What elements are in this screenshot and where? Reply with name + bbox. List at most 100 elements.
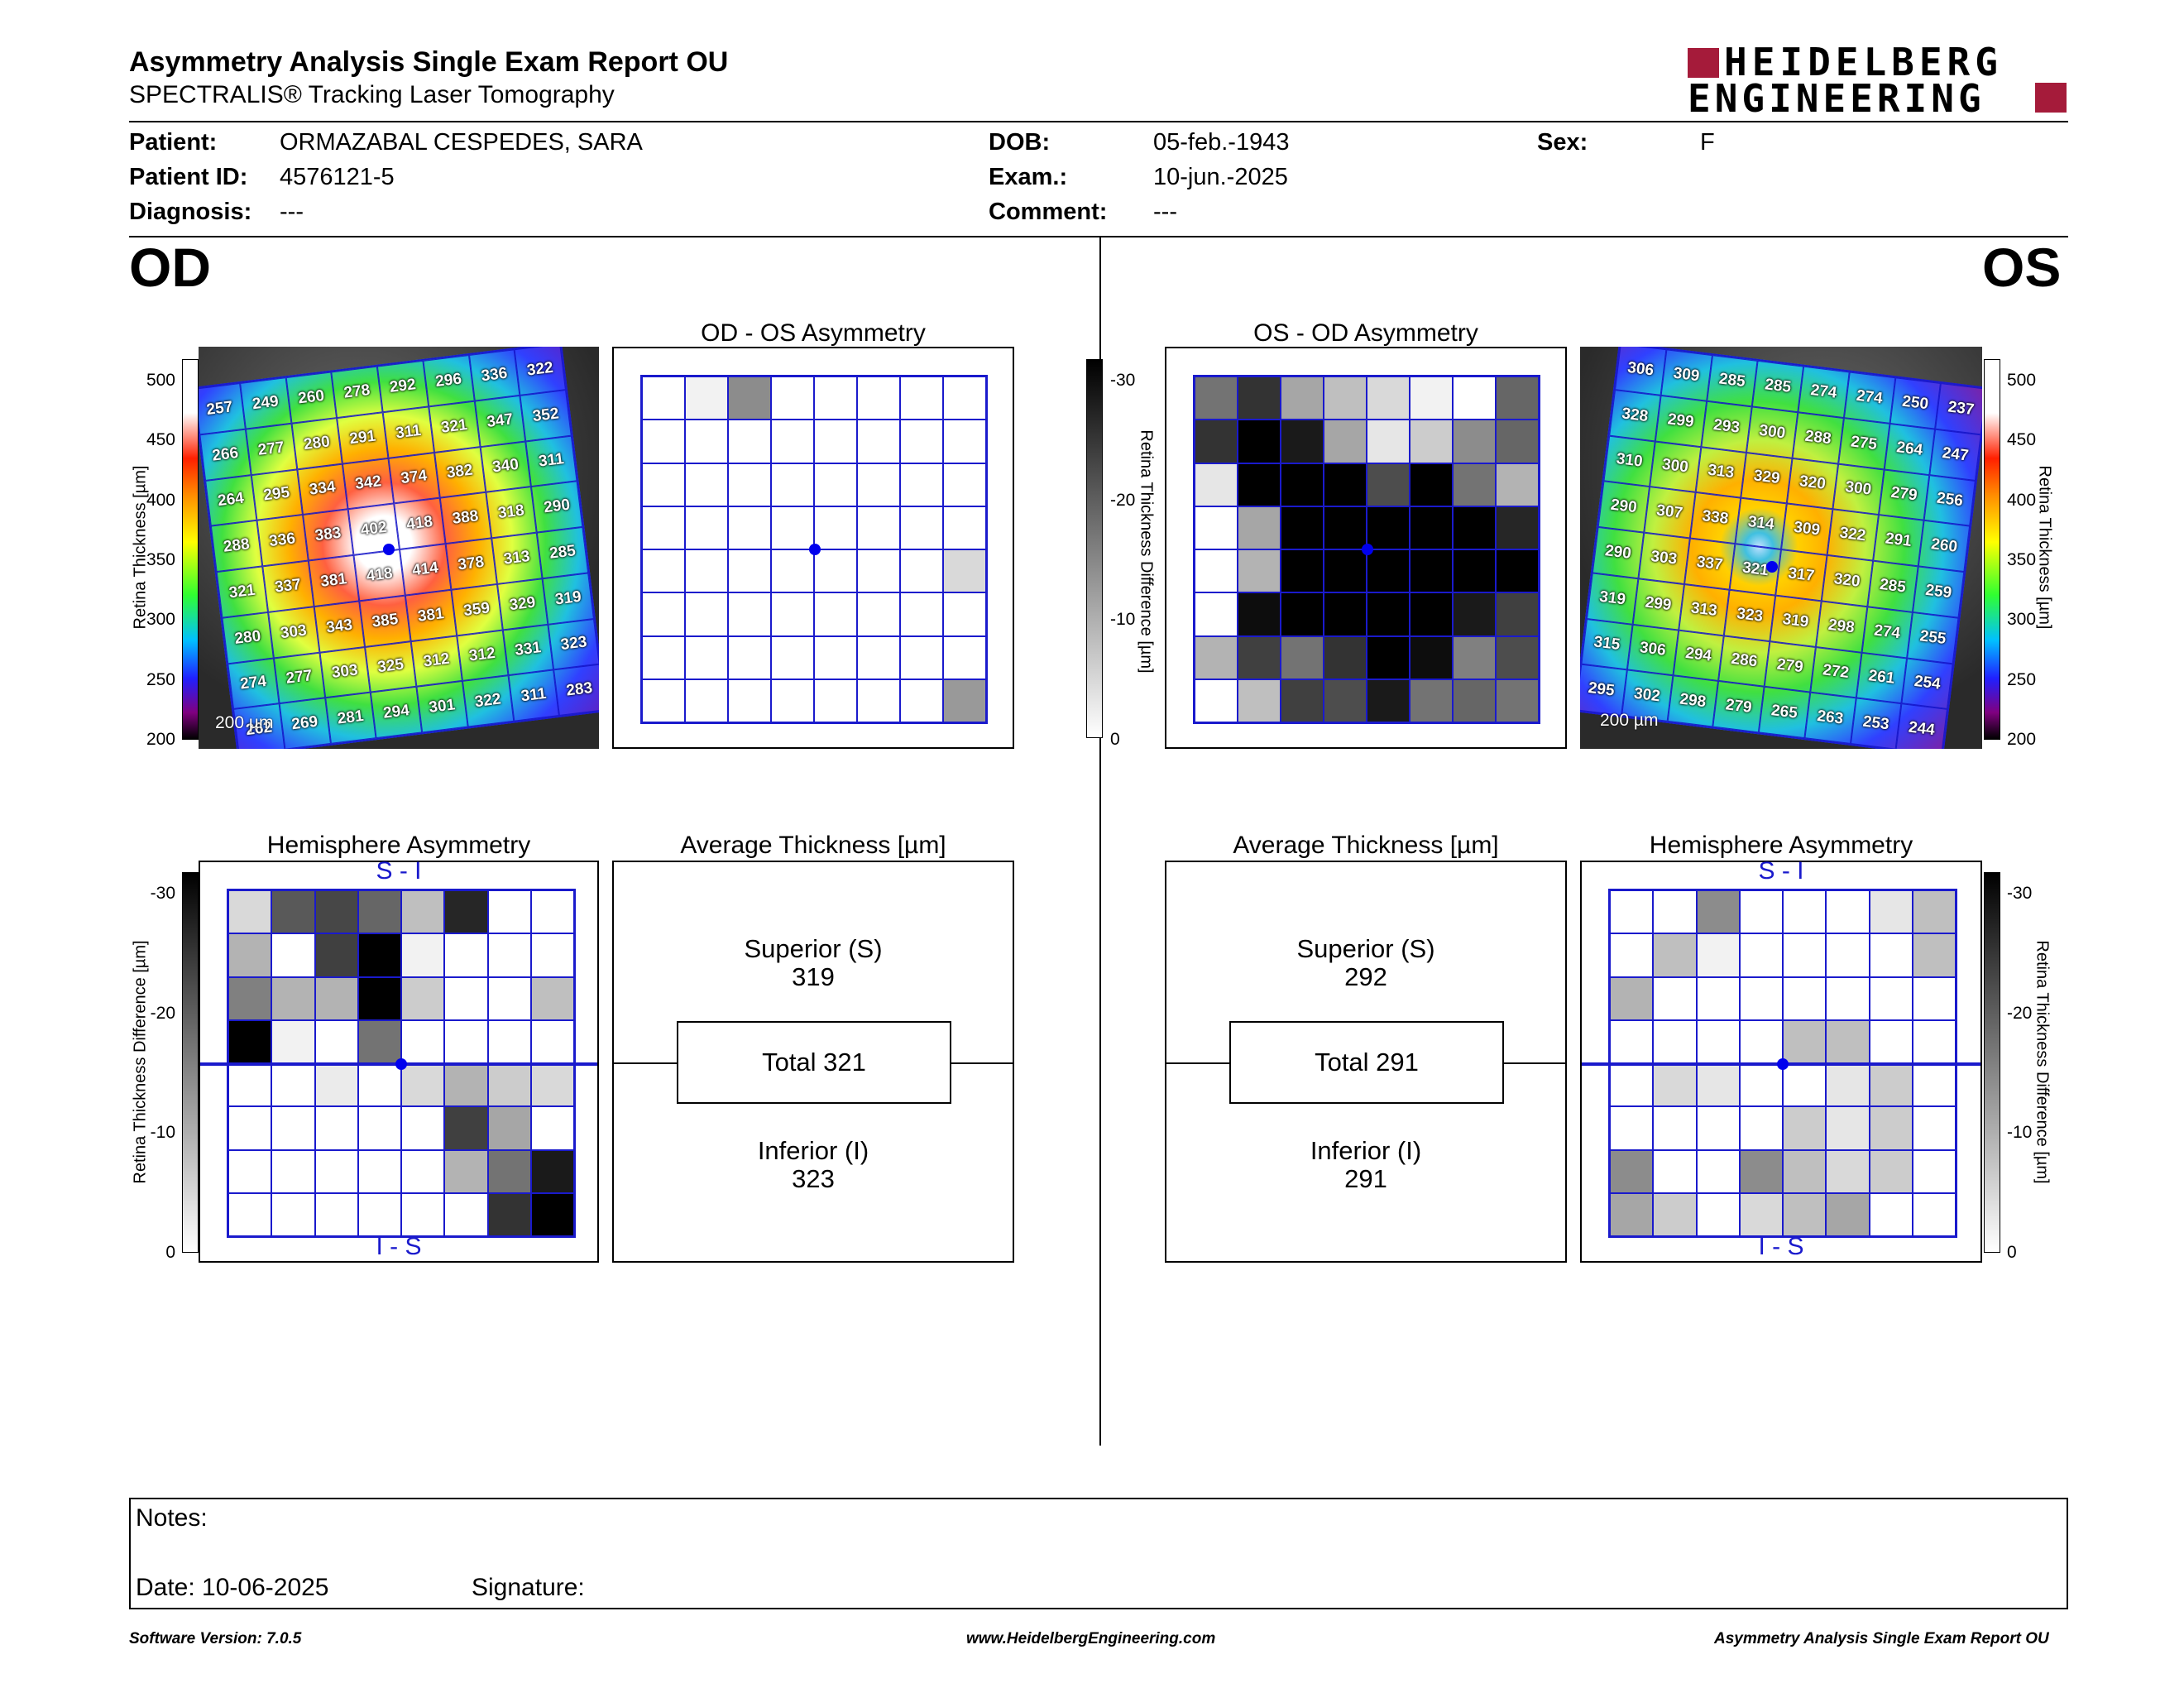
os-hemi-cell — [1696, 890, 1740, 934]
os-thickness-value: 272 — [1809, 646, 1862, 698]
os-thickness-value: 322 — [1827, 509, 1879, 561]
od-hemi-cell — [444, 976, 488, 1020]
od-thickness-tick: 500 — [146, 371, 175, 390]
od-thickness-value: 343 — [314, 601, 366, 653]
od-total-box: Total 321 — [677, 1021, 951, 1104]
od-asym-cell — [943, 376, 986, 420]
os-asym-cell — [1496, 635, 1539, 679]
os-asym-cell — [1195, 463, 1238, 506]
os-asym-cell — [1281, 549, 1324, 593]
od-avg-title: Average Thickness [µm] — [680, 832, 946, 859]
od-hemi-cell — [401, 1149, 445, 1193]
patient-label: Patient: — [129, 129, 218, 156]
od-asym-cell — [771, 549, 814, 593]
os-thickness-value: 329 — [1741, 452, 1793, 504]
od-fovea-marker — [383, 544, 395, 555]
od-thickness-tick: 200 — [146, 730, 175, 749]
os-thickness-value: 299 — [1632, 578, 1684, 631]
od-asym-cell — [685, 420, 728, 463]
od-hemi-cell — [314, 933, 358, 977]
od-hemi-cell — [271, 1149, 315, 1193]
od-asym-grid — [640, 375, 988, 724]
os-thickness-value: 285 — [1752, 360, 1804, 412]
od-asym-cell — [814, 376, 857, 420]
od-thickness-value: 311 — [508, 669, 560, 722]
od-hemi-cell — [228, 1106, 272, 1150]
od-hemi-cell — [357, 1019, 401, 1063]
od-thickness-value: 266 — [199, 429, 251, 481]
od-asym-cell — [857, 549, 900, 593]
logo-line1: HEIDELBERG — [1724, 40, 2003, 84]
od-asym-cell — [814, 592, 857, 636]
od-asym-cell — [943, 635, 986, 679]
os-thickness-tick: 400 — [2007, 490, 2037, 510]
od-hemi-cell — [487, 933, 531, 977]
footer-website: www.HeidelbergEngineering.com — [966, 1630, 1216, 1647]
logo-line2: ENGINEERING — [1688, 76, 1985, 121]
os-asym-grid — [1193, 375, 1540, 724]
od-superior-value: 319 — [792, 962, 835, 991]
os-hemi-cell — [1912, 1106, 1956, 1150]
od-thickness-value: 281 — [324, 692, 376, 744]
od-hemi-cell — [530, 890, 574, 934]
od-thickness-value: 336 — [256, 515, 309, 567]
od-hemi-axis-label: Retina Thickness Difference [µm] — [131, 940, 150, 1184]
od-asym-cell — [728, 549, 771, 593]
os-asym-cell — [1453, 592, 1496, 636]
od-hemi-cell — [228, 1063, 272, 1107]
os-hemi-cell — [1696, 1106, 1740, 1150]
od-hemi-cell — [228, 890, 272, 934]
signature-label: Signature: — [472, 1574, 585, 1601]
od-asym-cell — [642, 549, 685, 593]
od-hemi-tick: -20 — [150, 1003, 175, 1023]
center-diff-tick: -20 — [1110, 490, 1136, 510]
os-thickness-tick: 200 — [2007, 730, 2037, 749]
os-hemi-cell — [1869, 1063, 1913, 1107]
od-asym-cell — [814, 549, 857, 593]
os-hemi-cell — [1696, 1019, 1740, 1063]
sex-value: F — [1700, 129, 1715, 156]
od-thickness-value: 274 — [228, 658, 280, 710]
os-hemi-cell — [1869, 890, 1913, 934]
od-hemi-cell — [401, 933, 445, 977]
os-scale-label: 200 µm — [1600, 711, 1659, 730]
os-hemi-cell — [1653, 1063, 1697, 1107]
os-thickness-value: 323 — [1724, 589, 1776, 641]
od-thickness-value: 249 — [239, 377, 291, 429]
os-asym-cell — [1195, 679, 1238, 722]
os-asym-cell — [1453, 506, 1496, 549]
os-hemi-cell — [1869, 976, 1913, 1020]
os-hemi-cell — [1912, 1149, 1956, 1193]
od-thickness-value: 388 — [439, 492, 491, 544]
od-hemi-title: Hemisphere Asymmetry — [266, 832, 531, 859]
os-hemi-cell — [1739, 1019, 1783, 1063]
od-thickness-value: 337 — [261, 560, 314, 612]
os-thickness-axis-label: Retina Thickness [µm] — [2035, 465, 2054, 630]
center-diff-tick: -10 — [1110, 610, 1136, 630]
os-hemi-cell — [1739, 976, 1783, 1020]
od-hemi-tick: 0 — [165, 1243, 175, 1262]
os-asym-cell — [1410, 506, 1453, 549]
patient-id-value: 4576121-5 — [280, 164, 395, 190]
os-thickness-value: 274 — [1861, 606, 1913, 659]
os-hemi-cell — [1739, 890, 1783, 934]
od-thickness-value: 325 — [365, 640, 417, 693]
od-thickness-value: 311 — [525, 435, 577, 487]
os-hemi-cell — [1912, 933, 1956, 977]
os-asym-cell — [1238, 463, 1281, 506]
od-thickness-value: 313 — [491, 532, 543, 584]
od-asym-cell — [685, 635, 728, 679]
od-thickness-value: 329 — [496, 578, 548, 631]
od-asym-cell — [943, 463, 986, 506]
od-hemi-cell — [401, 1192, 445, 1236]
os-hemi-cell — [1783, 1149, 1827, 1193]
os-asym-cell — [1324, 549, 1367, 593]
od-asym-cell — [728, 376, 771, 420]
os-thickness-value: 303 — [1638, 532, 1690, 584]
os-thickness-value: 291 — [1872, 515, 1924, 567]
od-thickness-value: 291 — [337, 411, 389, 464]
od-thickness-value: 292 — [376, 360, 429, 412]
od-asym-cell — [685, 592, 728, 636]
footer-software: Software Version: 7.0.5 — [129, 1630, 302, 1647]
os-hemi-cell — [1783, 1019, 1827, 1063]
